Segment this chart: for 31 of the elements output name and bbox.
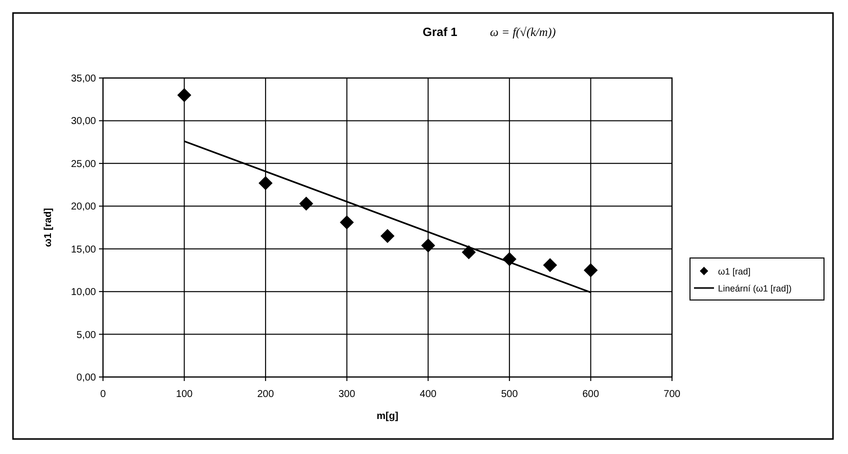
- legend-label: Lineární (ω1 [rad]): [718, 284, 792, 294]
- x-tick-label: 400: [420, 389, 437, 400]
- y-axis-title: ω1 [rad]: [43, 208, 54, 248]
- y-tick-label: 5,00: [76, 330, 96, 341]
- y-tick-label: 35,00: [70, 74, 96, 84]
- point: [421, 238, 436, 252]
- point: [299, 196, 314, 211]
- point: [258, 176, 273, 190]
- x-tick-label: 200: [257, 389, 274, 400]
- point: [177, 88, 192, 102]
- x-tick-label: 700: [664, 389, 681, 400]
- y-tick-label: 25,00: [70, 158, 96, 170]
- x-tick-label: 0: [100, 389, 106, 400]
- point: [543, 258, 558, 272]
- point: [340, 215, 354, 230]
- chart-title: Graf 1: [422, 25, 458, 39]
- text: ω = f(√(k/m)): [490, 25, 556, 39]
- x-axis-title: m[g]: [376, 411, 398, 422]
- point: [584, 263, 598, 278]
- x-tick-label: 300: [338, 389, 356, 400]
- point: [462, 245, 476, 260]
- y-tick-label: 20,00: [70, 202, 96, 213]
- y-tick-label: 15,00: [70, 244, 96, 256]
- y-tick-label: 10,00: [70, 287, 96, 298]
- legend-label: ω1 [rad]: [718, 266, 751, 276]
- y-tick-label: 0,00: [76, 372, 96, 384]
- x-tick-label: 600: [582, 389, 600, 400]
- x-tick-label: 100: [176, 389, 194, 400]
- point: [380, 229, 394, 244]
- y-tick-label: 30,00: [70, 116, 96, 128]
- x-tick-label: 500: [501, 389, 518, 400]
